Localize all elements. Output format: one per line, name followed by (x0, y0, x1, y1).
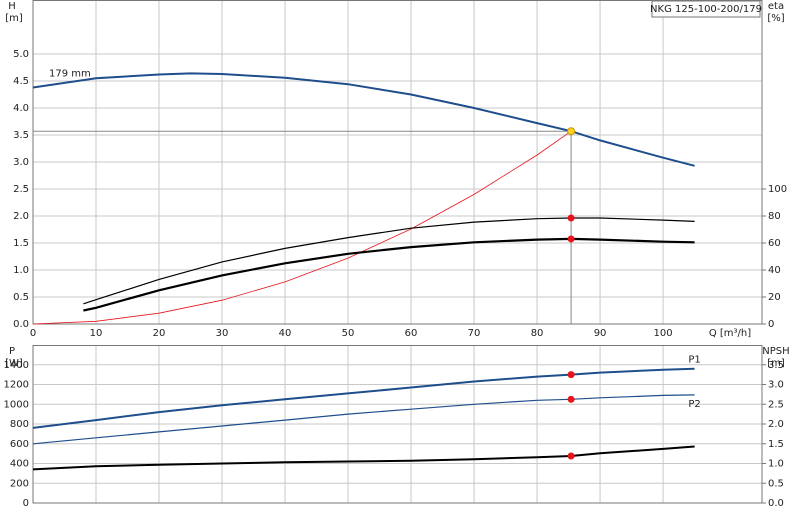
y-tick-label: 1400 (4, 360, 29, 371)
curve (32, 130, 572, 325)
x-tick-label: 0 (30, 328, 36, 339)
y-tick-label: 1.5 (13, 238, 29, 249)
y-tick-label: 5.0 (13, 49, 29, 60)
y-tick-label: 2.0 (13, 211, 29, 222)
x-tick-label: 70 (468, 328, 481, 339)
curve (32, 367, 695, 429)
y2-tick-label: 0.0 (768, 498, 784, 509)
duty-point (567, 214, 575, 222)
y2-tick-label: 0 (768, 319, 774, 330)
y-tick-label: 800 (10, 419, 29, 430)
series-label: P2 (688, 399, 700, 410)
series-label: P1 (688, 355, 700, 366)
duty-point (567, 395, 575, 403)
y-axis-label: P (9, 346, 15, 357)
x-tick-label: 100 (654, 328, 673, 339)
curve (32, 394, 695, 445)
duty-point (567, 452, 575, 460)
duty-point (567, 235, 575, 243)
y2-tick-label: 3.0 (768, 380, 784, 391)
curve (32, 72, 695, 167)
y-tick-label: 2.5 (13, 184, 29, 195)
x-tick-label: 40 (279, 328, 292, 339)
y-tick-label: 200 (10, 478, 29, 489)
y-tick-label: 4.0 (13, 103, 29, 114)
y2-axis-label: NPSH (762, 346, 789, 357)
curve (83, 237, 695, 312)
y-tick-label: 1000 (4, 399, 29, 410)
y-tick-label: 1200 (4, 380, 29, 391)
x-tick-label: 10 (90, 328, 103, 339)
x-tick-label: 60 (405, 328, 418, 339)
x-tick-label: 90 (594, 328, 607, 339)
x-tick-label: 20 (153, 328, 166, 339)
y-tick-label: 1.0 (13, 265, 29, 276)
y-tick-label: 0.5 (13, 292, 29, 303)
y2-axis-unit: [%] (767, 13, 784, 24)
duty-point (567, 371, 575, 379)
chart-title: NKG 125-100-200/179 (650, 4, 762, 15)
y2-axis-label: eta (768, 1, 784, 12)
y2-tick-label: 2.0 (768, 419, 784, 430)
y2-tick-label: 100 (768, 184, 787, 195)
series-label: 179 mm (49, 68, 91, 79)
y-tick-label: 600 (10, 439, 29, 450)
x-tick-label: 30 (216, 328, 229, 339)
x-tick-label: 50 (342, 328, 355, 339)
y2-tick-label: 1.0 (768, 459, 784, 470)
y-tick-label: 4.5 (13, 76, 29, 87)
curve (32, 445, 695, 471)
y-tick-label: 3.0 (13, 157, 29, 168)
y-tick-label: 400 (10, 459, 29, 470)
y2-tick-label: 3.5 (768, 360, 784, 371)
y-tick-label: 0 (23, 498, 29, 509)
y2-tick-label: 60 (768, 238, 781, 249)
y-tick-label: 0.0 (13, 319, 29, 330)
y2-tick-label: 0.5 (768, 478, 784, 489)
duty-point (567, 127, 576, 136)
x-tick-label: 80 (531, 328, 544, 339)
title-box (651, 0, 761, 18)
y-axis-label: H (8, 1, 16, 12)
plot-frame (32, 345, 763, 504)
y-tick-label: 3.5 (13, 130, 29, 141)
y2-axis-unit: [m] (767, 358, 785, 369)
y-axis-unit: [m] (5, 13, 23, 24)
y2-tick-label: 20 (768, 292, 781, 303)
y2-tick-label: 40 (768, 265, 781, 276)
y2-tick-label: 2.5 (768, 399, 784, 410)
y-axis-unit: [W] (5, 358, 23, 369)
y2-tick-label: 80 (768, 211, 781, 222)
plot-frame (32, 0, 763, 325)
curve (83, 217, 695, 305)
y2-tick-label: 1.5 (768, 439, 784, 450)
x-axis-label: Q [m³/h] (709, 328, 751, 339)
